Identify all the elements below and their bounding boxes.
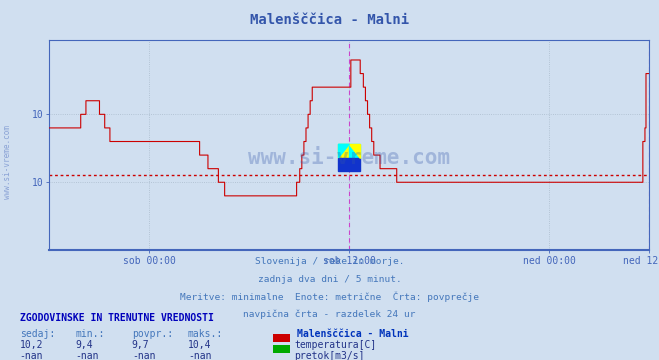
Polygon shape (339, 144, 349, 158)
Text: -nan: -nan (188, 351, 212, 360)
Text: 9,4: 9,4 (76, 340, 94, 350)
Text: pretok[m3/s]: pretok[m3/s] (295, 351, 365, 360)
Text: Meritve: minimalne  Enote: metrične  Črta: povprečje: Meritve: minimalne Enote: metrične Črta:… (180, 292, 479, 302)
Text: povpr.:: povpr.: (132, 329, 173, 339)
Bar (339, 144, 349, 158)
Text: sedaj:: sedaj: (20, 329, 55, 339)
Text: min.:: min.: (76, 329, 105, 339)
Text: temperatura[C]: temperatura[C] (295, 340, 377, 350)
Text: -nan: -nan (76, 351, 100, 360)
Text: navpična črta - razdelek 24 ur: navpična črta - razdelek 24 ur (243, 309, 416, 319)
Text: maks.:: maks.: (188, 329, 223, 339)
Text: www.si-vreme.com: www.si-vreme.com (248, 148, 450, 167)
Polygon shape (349, 144, 360, 158)
Text: 9,7: 9,7 (132, 340, 150, 350)
Text: zadnja dva dni / 5 minut.: zadnja dva dni / 5 minut. (258, 275, 401, 284)
Text: 10,4: 10,4 (188, 340, 212, 350)
Text: -nan: -nan (20, 351, 43, 360)
Text: ZGODOVINSKE IN TRENUTNE VREDNOSTI: ZGODOVINSKE IN TRENUTNE VREDNOSTI (20, 313, 214, 323)
Text: 10,2: 10,2 (20, 340, 43, 350)
Text: Slovenija / reke in morje.: Slovenija / reke in morje. (255, 257, 404, 266)
Text: -nan: -nan (132, 351, 156, 360)
Bar (339, 158, 360, 171)
Text: www.si-vreme.com: www.si-vreme.com (3, 125, 13, 199)
Text: Malenšččica - Malni: Malenšččica - Malni (297, 329, 408, 339)
Text: Malenšččica - Malni: Malenšččica - Malni (250, 13, 409, 27)
Bar (349, 144, 360, 158)
